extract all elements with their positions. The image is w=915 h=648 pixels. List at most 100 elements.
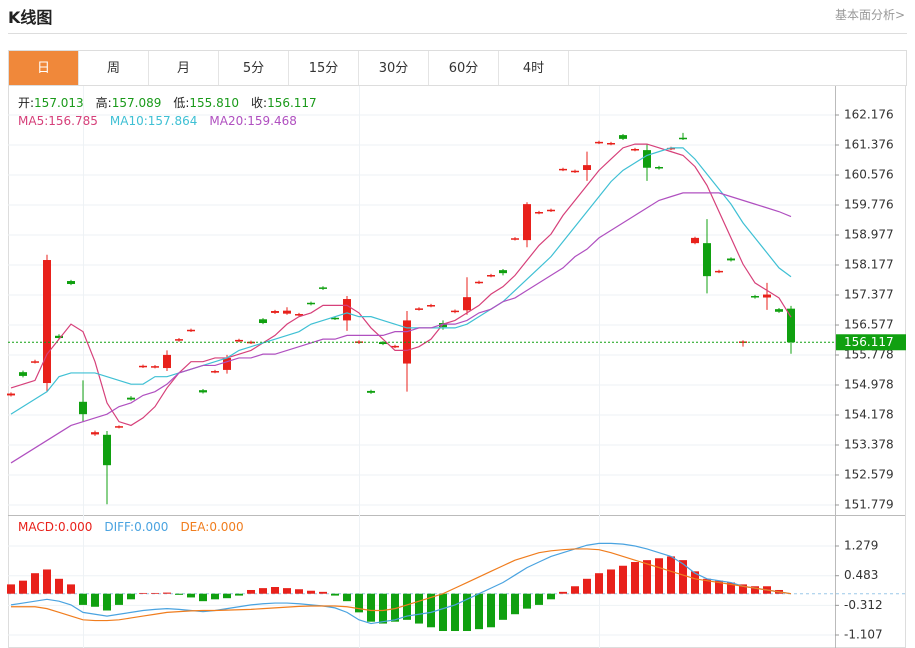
y-tick-label: 157.377 (844, 288, 894, 302)
macd-bar (607, 569, 615, 594)
macd-bar (655, 558, 663, 594)
fundamentals-link[interactable]: 基本面分析> (834, 8, 905, 22)
candle-body (595, 141, 603, 144)
legend: 开:157.013 高:157.089 低:155.810 收:156.117 (18, 95, 317, 110)
macd-bar (703, 578, 711, 594)
candle-body (7, 393, 15, 396)
candle-body (175, 339, 183, 341)
candle-body (259, 319, 267, 324)
candle-body (427, 305, 435, 307)
macd-bar (367, 593, 375, 622)
macd-value: 0.000 (209, 520, 243, 534)
macd-bar (91, 593, 99, 607)
macd-bar (643, 560, 651, 594)
candle-body (643, 150, 651, 168)
candle-body (691, 237, 699, 244)
y-tick-label: 154.178 (844, 408, 894, 422)
macd-bar (259, 588, 267, 594)
candle-body (391, 345, 399, 348)
candle-body (559, 168, 567, 171)
ma-line (10, 143, 792, 427)
ma-name: MA10: (110, 114, 148, 128)
y-tick-label: 162.176 (844, 108, 894, 122)
period-tab[interactable]: 周 (79, 51, 149, 86)
macd-bar (343, 593, 351, 602)
macd-bar (691, 571, 699, 594)
macd-bar (619, 565, 627, 594)
candle-body (775, 309, 783, 312)
ohlc-name: 开: (18, 96, 34, 110)
y-tick-label: 155.778 (844, 347, 894, 361)
candle-body (331, 317, 339, 320)
period-tab[interactable]: 5分 (219, 51, 289, 86)
candle-body (103, 434, 111, 466)
macd-bar (535, 593, 543, 605)
macd-value: 0.000 (58, 520, 92, 534)
candle-body (403, 320, 411, 364)
ohlc-value: 157.089 (112, 96, 162, 110)
y-tick-label: 154.978 (844, 377, 894, 391)
macd-bar (139, 592, 147, 594)
macd-bar (679, 560, 687, 594)
candle-body (67, 281, 75, 285)
candle-body (319, 287, 327, 289)
candle-body (739, 341, 747, 343)
period-tab[interactable]: 月 (149, 51, 219, 86)
y-tick-label: 152.579 (844, 467, 894, 481)
ohlc-value: 156.117 (267, 96, 317, 110)
ohlc-name: 收: (251, 96, 267, 110)
candle-body (199, 390, 207, 393)
period-tab[interactable]: 15分 (289, 51, 359, 86)
macd-bar (175, 593, 183, 595)
period-tab[interactable]: 60分 (429, 51, 499, 86)
macd-bar (403, 593, 411, 620)
candle-body (499, 270, 507, 274)
ohlc-name: 低: (173, 96, 189, 110)
y-tick-label: 153.378 (844, 438, 894, 452)
candle-body (451, 310, 459, 313)
ma-name: MA20: (209, 114, 247, 128)
candle-body (715, 270, 723, 273)
candle-body (583, 165, 591, 170)
macd-bar (199, 593, 207, 602)
y-tick-label: 160.576 (844, 168, 894, 182)
macd-bar (331, 593, 339, 596)
macd-bar (487, 593, 495, 628)
macd-bar (211, 593, 219, 600)
period-tab[interactable]: 日 (9, 51, 79, 86)
macd-name: DEA: (180, 520, 209, 534)
macd-bar (283, 588, 291, 594)
y-tick-label: 159.776 (844, 198, 894, 212)
candle-body (475, 281, 483, 284)
y-tick-label: 158.177 (844, 258, 894, 272)
ohlc-value: 157.013 (34, 96, 84, 110)
candle-body (19, 372, 27, 376)
macd-bar (511, 593, 519, 615)
last-price-label: 156.117 (844, 335, 894, 349)
period-tab[interactable]: 4时 (499, 51, 569, 86)
ma-name: MA5: (18, 114, 48, 128)
candle-body (367, 390, 375, 393)
candle-body (667, 147, 675, 150)
macd-bar (43, 569, 51, 594)
macd-bar (31, 573, 39, 594)
macd-bar (571, 586, 579, 594)
candle-body (415, 308, 423, 310)
candle-body (379, 342, 387, 345)
ma-value: 157.864 (148, 114, 198, 128)
macd-bar (415, 593, 423, 624)
candle-body (655, 166, 663, 169)
ohlc-value: 155.810 (189, 96, 239, 110)
candle-body (91, 432, 99, 435)
y-tick-label: 151.779 (844, 497, 894, 511)
macd-bar (103, 593, 111, 611)
candle-body (607, 142, 615, 145)
macd-bar (307, 590, 315, 594)
period-tab[interactable]: 30分 (359, 51, 429, 86)
macd-bar (427, 593, 435, 628)
macd-bar (751, 586, 759, 594)
candle-body (343, 299, 351, 321)
legend: MACD:0.000 DIFF:0.000 DEA:0.000 (18, 520, 244, 534)
candle-body (223, 357, 231, 370)
candle-body (247, 341, 255, 344)
